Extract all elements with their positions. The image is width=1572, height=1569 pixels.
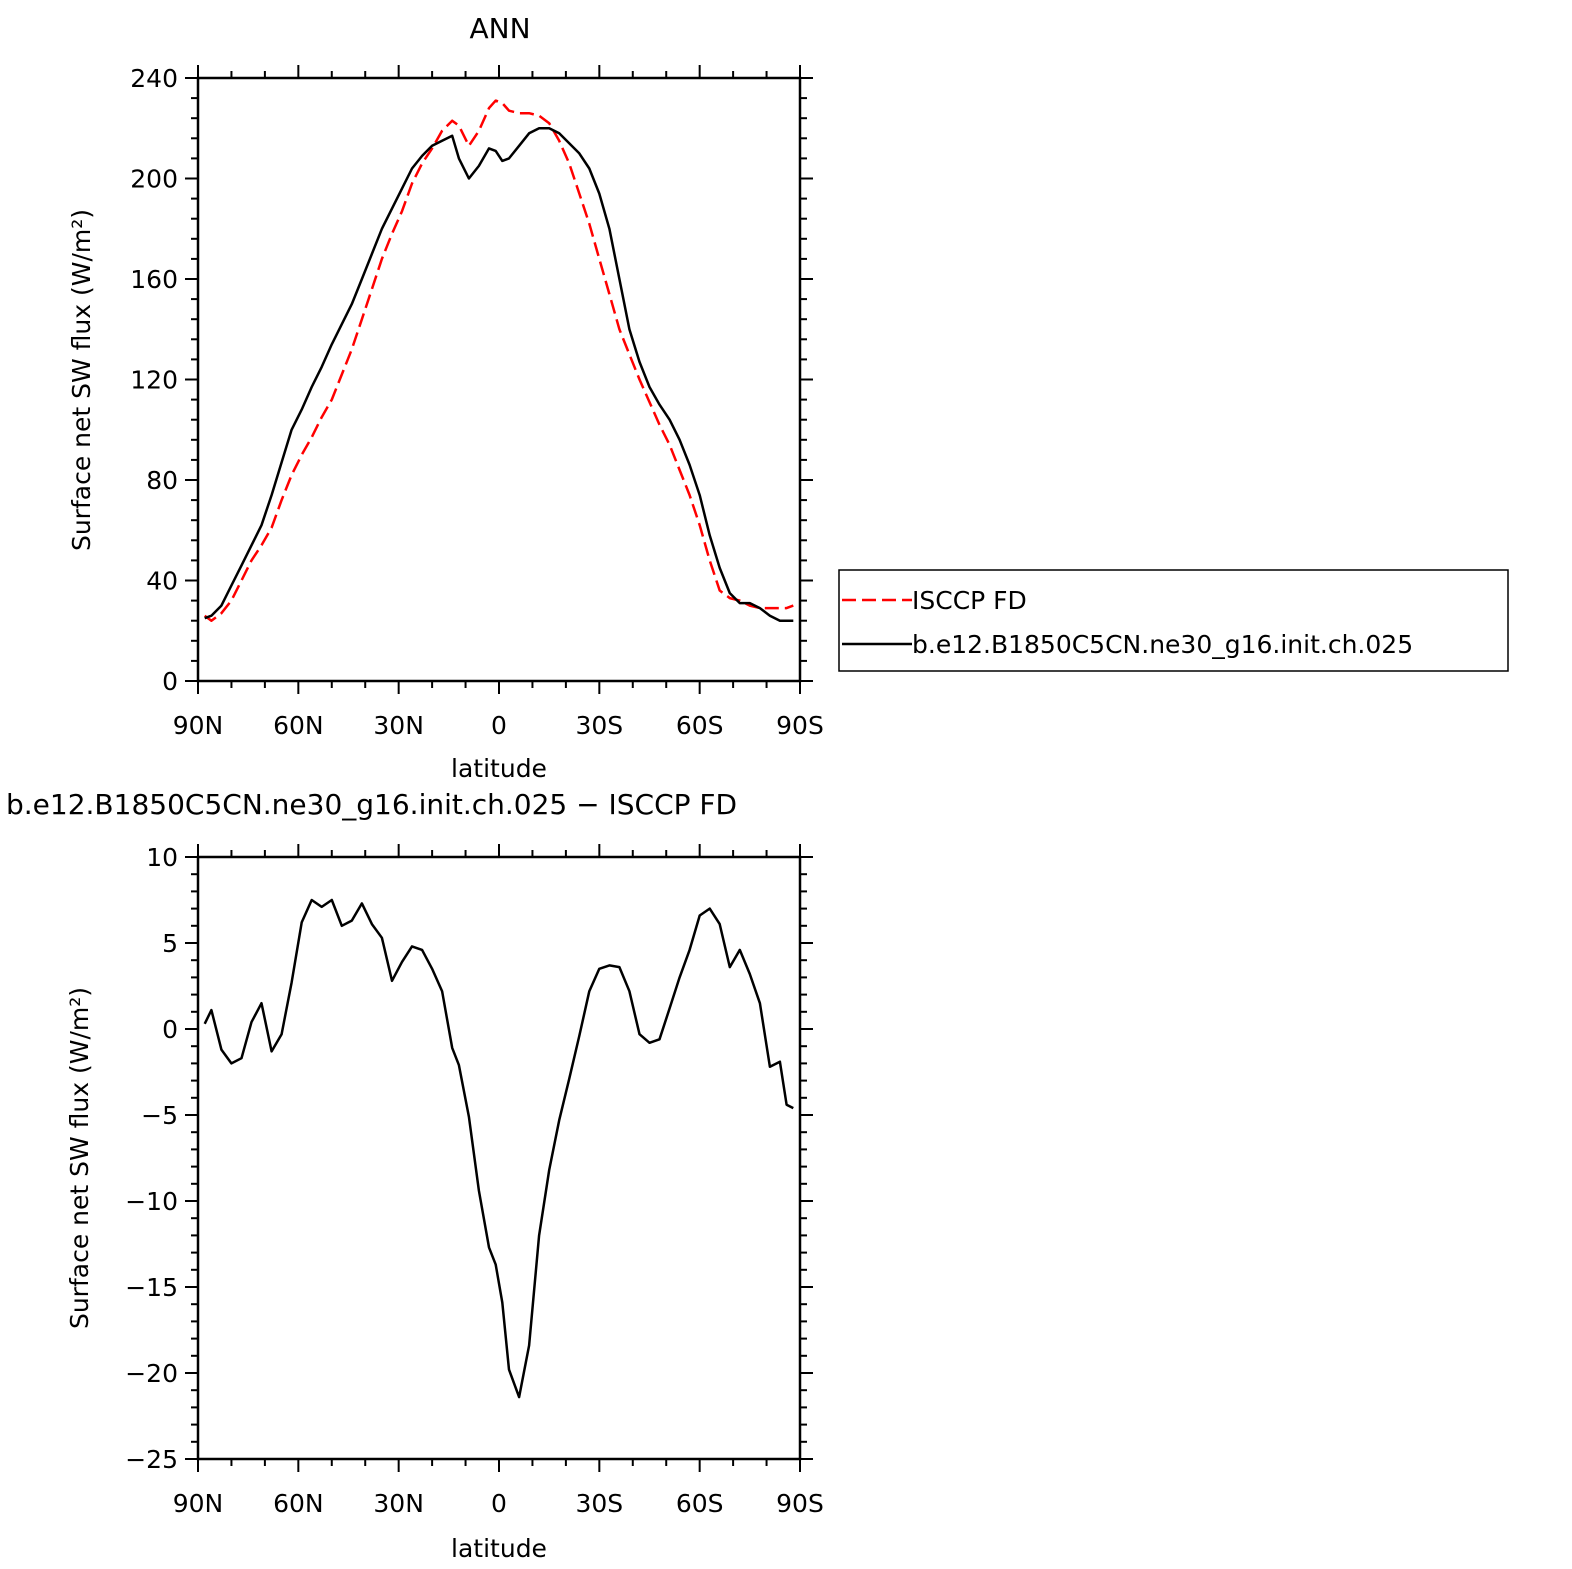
top-x-tick-labels: 90N 60N 30N 0 30S 60S 90S [173, 711, 824, 740]
bottom-panel: b.e12.B1850C5CN.ne30_g16.init.ch.025 − I… [6, 788, 824, 1563]
top-x-tick-label: 60S [676, 711, 724, 740]
bottom-x-tick-labels: 90N 60N 30N 0 30S 60S 90S [173, 1489, 824, 1518]
bottom-y-tick-label: −20 [125, 1359, 178, 1388]
bottom-x-tick-label: 60N [273, 1489, 324, 1518]
top-x-tick-label: 90N [173, 711, 224, 740]
top-y-tick-label: 240 [130, 64, 178, 93]
top-x-axis-label: latitude [451, 754, 547, 783]
top-y-tick-label: 160 [130, 265, 178, 294]
top-x-tick-label: 30N [373, 711, 424, 740]
top-y-tick-labels: 0 40 80 120 160 200 240 [130, 64, 178, 696]
top-x-tick-label: 0 [491, 711, 507, 740]
bottom-series-line-0 [203, 898, 794, 1399]
bottom-x-tick-label: 90S [776, 1489, 824, 1518]
top-series-line-0 [203, 99, 794, 622]
bottom-y-tick-label: −5 [141, 1101, 178, 1130]
top-plot-frame [196, 76, 802, 683]
top-ticks [185, 65, 813, 694]
top-x-tick-label: 30S [575, 711, 623, 740]
bottom-x-axis-label: latitude [451, 1534, 547, 1563]
bottom-x-tick-label: 60S [676, 1489, 724, 1518]
bottom-y-tick-label: −25 [125, 1445, 178, 1474]
top-x-tick-label: 90S [776, 711, 824, 740]
bottom-y-tick-label: 0 [162, 1015, 178, 1044]
bottom-x-tick-label: 90N [173, 1489, 224, 1518]
bottom-y-tick-label: −10 [125, 1187, 178, 1216]
bottom-y-tick-label: −15 [125, 1273, 178, 1302]
top-y-tick-label: 0 [162, 667, 178, 696]
bottom-ticks [185, 844, 813, 1472]
bottom-y-axis-label: Surface net SW flux (W/m²) [65, 987, 94, 1329]
top-y-tick-label: 200 [130, 165, 178, 194]
bottom-series-layer [203, 898, 794, 1399]
top-series-layer [203, 99, 794, 622]
top-series-line-1 [204, 127, 794, 622]
bottom-y-tick-label: 5 [162, 929, 178, 958]
legend-box [838, 569, 1509, 672]
bottom-x-tick-label: 30S [575, 1489, 623, 1518]
legend-label-isccp: ISCCP FD [912, 586, 1027, 615]
top-y-axis-label: Surface net SW flux (W/m²) [67, 209, 96, 551]
legend: ISCCP FD b.e12.B1850C5CN.ne30_g16.init.c… [838, 569, 1509, 672]
bottom-chart-title: b.e12.B1850C5CN.ne30_g16.init.ch.025 − I… [6, 788, 737, 821]
top-y-tick-label: 40 [146, 567, 178, 596]
legend-label-model: b.e12.B1850C5CN.ne30_g16.init.ch.025 [912, 630, 1413, 659]
bottom-x-tick-label: 0 [491, 1489, 507, 1518]
top-x-tick-label: 60N [273, 711, 324, 740]
top-y-tick-label: 80 [146, 466, 178, 495]
bottom-x-tick-label: 30N [373, 1489, 424, 1518]
bottom-plot-frame [196, 855, 802, 1461]
top-chart-title: ANN [469, 12, 530, 45]
top-y-tick-label: 120 [130, 366, 178, 395]
bottom-y-tick-labels: 10 5 0 −5 −10 −15 −20 −25 [125, 843, 178, 1474]
bottom-y-tick-label: 10 [146, 843, 178, 872]
